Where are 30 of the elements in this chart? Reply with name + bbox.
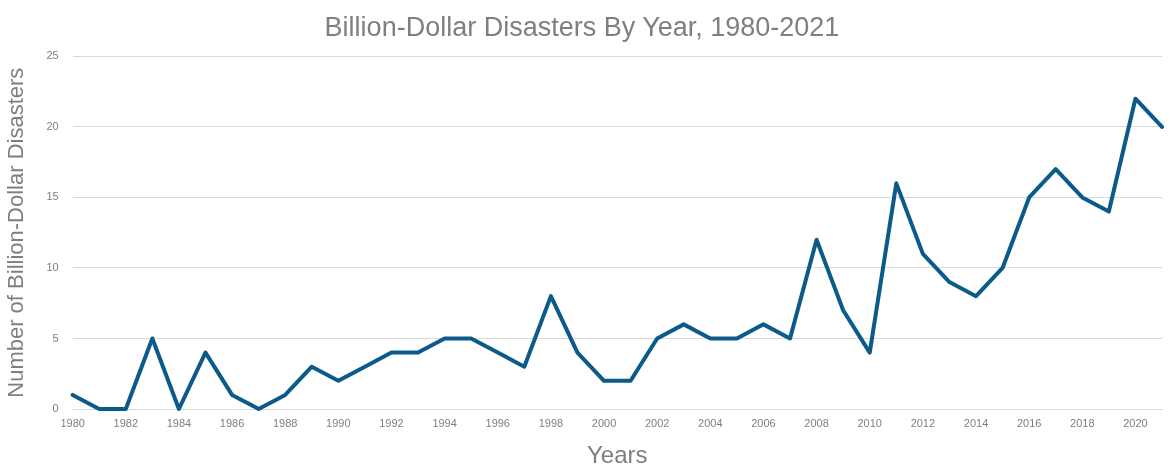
x-tick-label: 1994 — [432, 416, 457, 429]
y-tick-label: 0 — [52, 402, 59, 415]
x-tick-label: 2000 — [591, 416, 617, 429]
x-tick-label: 2002 — [644, 416, 670, 429]
x-tick-label: 2018 — [1070, 416, 1095, 429]
x-tick-label: 2004 — [698, 416, 723, 429]
x-tick-label: 2006 — [751, 416, 776, 429]
x-axis-title: Years — [587, 441, 648, 469]
x-tick-label: 2016 — [1016, 416, 1042, 429]
y-tick-label: 15 — [46, 190, 59, 203]
x-tick-label: 1988 — [272, 416, 298, 429]
y-tick-label: 5 — [52, 331, 59, 344]
x-tick-label: 2010 — [857, 416, 882, 429]
x-tick-label: 1982 — [113, 416, 139, 429]
x-tick-label: 2020 — [1123, 416, 1148, 429]
y-tick-label: 20 — [46, 119, 59, 132]
x-tick-label: 1996 — [485, 416, 510, 429]
x-tick-label: 1986 — [219, 416, 245, 429]
x-tick-label: 2012 — [910, 416, 936, 429]
x-tick-label: 1998 — [538, 416, 564, 429]
y-tick-label: 10 — [46, 260, 59, 273]
x-tick-label: 2008 — [804, 416, 829, 429]
x-tick-label: 1990 — [326, 416, 351, 429]
x-tick-label: 1984 — [166, 416, 192, 429]
y-tick-label: 25 — [46, 49, 59, 62]
x-tick-label: 1980 — [60, 416, 85, 429]
x-tick-label: 2014 — [963, 416, 989, 429]
y-axis-title: Number of Billion-Dollar Disasters — [3, 67, 29, 398]
x-tick-label: 1992 — [379, 416, 404, 429]
chart-title: Billion-Dollar Disasters By Year, 1980-2021 — [324, 11, 840, 42]
